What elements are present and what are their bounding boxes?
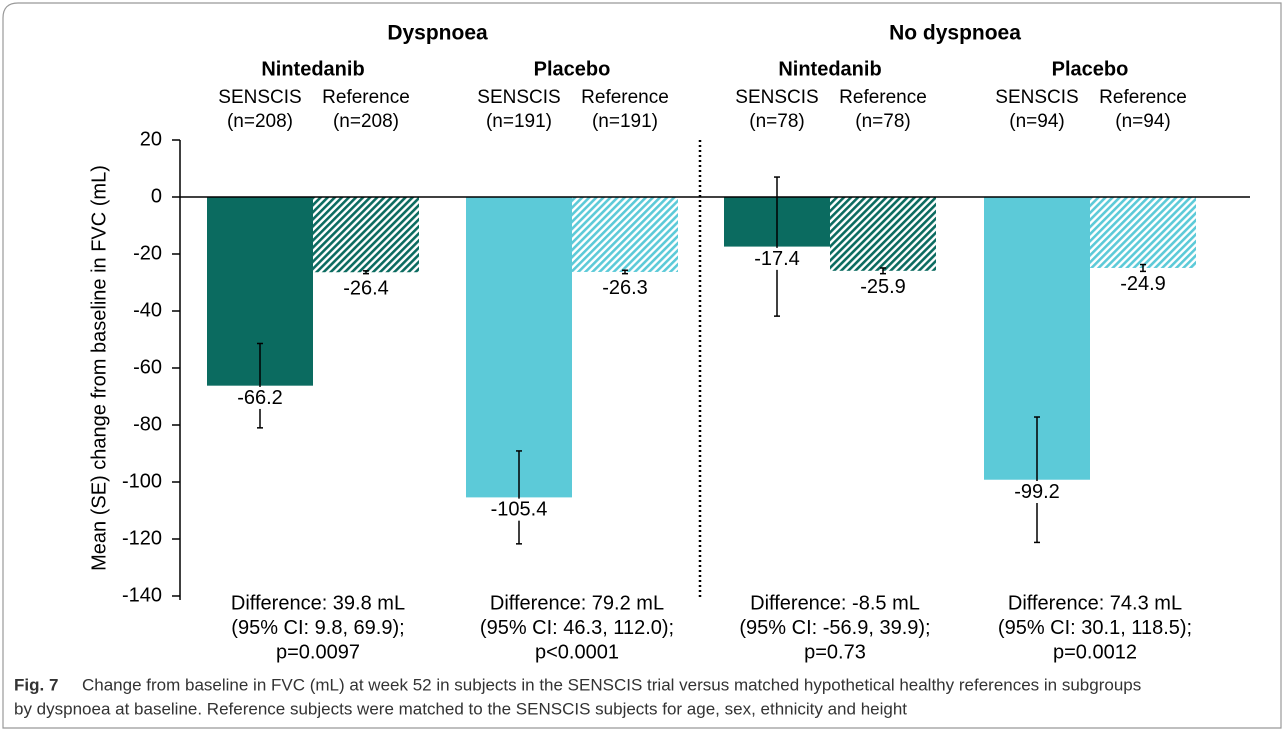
- bar: [466, 197, 572, 498]
- difference-text: Difference: -8.5 mL: [750, 592, 920, 614]
- bar-name: SENSCIS: [477, 87, 560, 108]
- bar-name: Reference: [1099, 87, 1187, 108]
- difference-text: (95% CI: 30.1, 118.5);: [998, 617, 1192, 639]
- y-tick-label: 0: [151, 185, 162, 207]
- caption-text: by dyspnoea at baseline. Reference subje…: [14, 699, 907, 718]
- bar: [313, 197, 419, 273]
- difference-text: p<0.0001: [535, 641, 619, 663]
- value-label: -24.9: [1120, 273, 1166, 295]
- value-label-bg: [487, 498, 551, 521]
- value-label-bg: [751, 247, 803, 270]
- bar-n: (n=191): [486, 111, 552, 132]
- value-label: -66.2: [237, 387, 283, 409]
- bar: [572, 197, 678, 272]
- difference-text: Difference: 74.3 mL: [1008, 592, 1182, 614]
- difference-text: (95% CI: -56.9, 39.9);: [739, 617, 930, 639]
- bar: [1090, 197, 1196, 268]
- value-label: -26.3: [602, 277, 648, 299]
- difference-text: p=0.0097: [276, 641, 360, 663]
- value-label-bg: [1117, 273, 1169, 296]
- bar-n: (n=94): [1009, 111, 1064, 132]
- value-label: -25.9: [860, 276, 906, 298]
- value-label: -99.2: [1014, 481, 1060, 503]
- bar-name: Reference: [322, 87, 410, 108]
- difference-text: (95% CI: 46.3, 112.0);: [480, 617, 674, 639]
- bar-name: SENSCIS: [735, 87, 818, 108]
- subgroup-title: Nintedanib: [261, 58, 364, 80]
- y-tick-label: -60: [133, 356, 162, 378]
- bar-name: SENSCIS: [995, 87, 1078, 108]
- y-tick-label: -140: [122, 584, 162, 606]
- bar-n: (n=94): [1115, 111, 1170, 132]
- difference-text: (95% CI: 9.8, 69.9);: [231, 617, 404, 639]
- difference-text: Difference: 79.2 mL: [490, 592, 664, 614]
- value-label: -105.4: [491, 499, 548, 521]
- value-label-bg: [1011, 481, 1063, 504]
- group-title: Dyspnoea: [387, 22, 488, 45]
- y-axis-label: Mean (SE) change from baseline in FVC (m…: [88, 165, 110, 571]
- difference-text: Difference: 39.8 mL: [231, 592, 405, 614]
- bar: [830, 197, 936, 271]
- subgroup-title: Placebo: [534, 58, 611, 80]
- bar-name: Reference: [581, 87, 669, 108]
- y-tick-label: -20: [133, 242, 162, 264]
- bar-n: (n=78): [855, 111, 910, 132]
- caption-text: Change from baseline in FVC (mL) at week…: [82, 675, 1141, 694]
- subgroup-title: Placebo: [1052, 58, 1129, 80]
- y-tick-label: -100: [122, 470, 162, 492]
- bar-n: (n=191): [592, 111, 658, 132]
- value-label-bg: [234, 386, 286, 409]
- y-tick-label: 20: [140, 128, 162, 150]
- y-tick-label: -80: [133, 413, 162, 435]
- bar-n: (n=208): [227, 111, 293, 132]
- y-tick-label: -120: [122, 527, 162, 549]
- value-label-bg: [340, 277, 392, 300]
- value-label: -17.4: [754, 248, 800, 270]
- difference-text: p=0.0012: [1053, 641, 1137, 663]
- group-title: No dyspnoea: [889, 22, 1021, 45]
- bar-name: SENSCIS: [218, 87, 301, 108]
- bar-n: (n=78): [749, 111, 804, 132]
- value-label-bg: [857, 276, 909, 299]
- value-label-bg: [599, 277, 651, 300]
- y-tick-label: -40: [133, 299, 162, 321]
- difference-text: p=0.73: [804, 641, 866, 663]
- bar-name: Reference: [839, 87, 927, 108]
- subgroup-title: Nintedanib: [778, 58, 881, 80]
- value-label: -26.4: [343, 278, 389, 300]
- caption-label: Fig. 7: [14, 675, 58, 694]
- bar-n: (n=208): [333, 111, 399, 132]
